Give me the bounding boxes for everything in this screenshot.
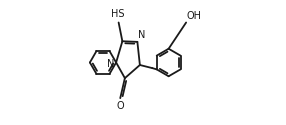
- Text: HS: HS: [111, 9, 125, 19]
- Text: O: O: [117, 101, 124, 111]
- Text: OH: OH: [187, 11, 202, 21]
- Text: N: N: [138, 30, 145, 40]
- Text: N: N: [107, 59, 115, 69]
